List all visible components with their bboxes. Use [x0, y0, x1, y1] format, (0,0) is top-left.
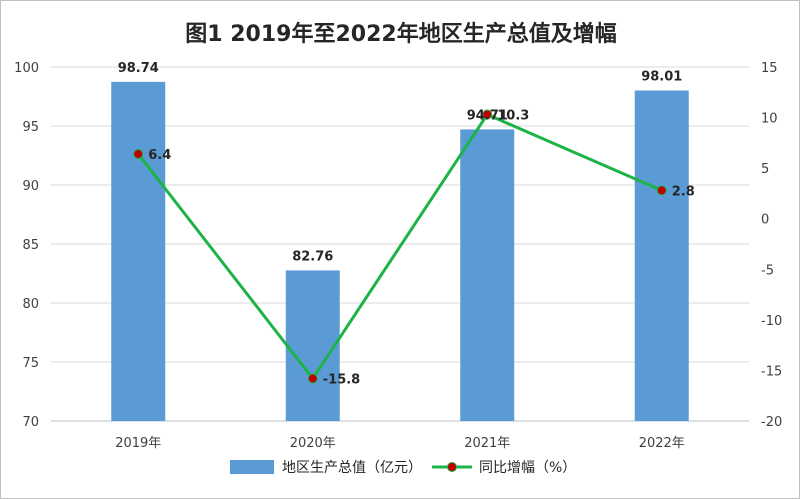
y-left-axis: 70 75 80 85 90 95 100	[14, 61, 39, 430]
bar	[460, 129, 515, 421]
y-right-tick-label: 10	[761, 112, 778, 127]
grid	[51, 66, 749, 422]
line-value-label: 10.3	[497, 109, 529, 124]
y-left-tick-label: 90	[22, 179, 39, 194]
y-right-tick-label: -10	[761, 314, 782, 329]
chart-title: 图1 2019年至2022年地区生产总值及增幅	[185, 21, 616, 47]
y-right-tick-label: -15	[761, 364, 782, 379]
bar	[111, 81, 166, 422]
line-point	[482, 109, 493, 120]
bar	[634, 90, 689, 422]
x-category-label: 2019年	[115, 436, 161, 451]
growth-line	[137, 113, 663, 381]
bar-value-label: 98.01	[641, 69, 682, 84]
x-category-label: 2021年	[464, 436, 510, 451]
line-series	[133, 109, 667, 384]
y-right-axis: -20 -15 -10 -5 0 5 10 15	[761, 61, 782, 430]
y-left-tick-label: 80	[22, 297, 39, 312]
y-left-tick-label: 70	[22, 415, 39, 430]
line-point	[307, 373, 318, 384]
y-left-tick-label: 100	[14, 61, 39, 76]
line-point	[133, 148, 144, 159]
bar-series	[111, 81, 689, 422]
legend-bar-label: 地区生产总值（亿元）	[282, 460, 422, 476]
legend-line-marker	[447, 462, 457, 472]
bar-value-label: 94.71	[467, 108, 508, 123]
legend-bar-swatch	[230, 460, 274, 474]
y-left-tick-label: 95	[22, 120, 39, 135]
bar-value-label: 98.74	[118, 61, 159, 76]
bar-value-label: 82.76	[292, 249, 333, 264]
data-labels: 98.74 82.76 94.71 98.01 6.4 -15.8 10.3 2.8	[118, 61, 695, 388]
line-value-label: 6.4	[148, 148, 171, 163]
legend-line-label: 同比增幅（%）	[479, 460, 576, 476]
y-right-tick-label: -20	[761, 415, 782, 430]
line-value-label: -15.8	[323, 373, 360, 388]
y-left-tick-label: 85	[22, 238, 39, 253]
line-point	[656, 185, 667, 196]
y-right-tick-label: 0	[761, 213, 769, 228]
legend: 地区生产总值（亿元） 同比增幅（%）	[230, 460, 576, 476]
line-value-label: 2.8	[672, 184, 695, 199]
y-right-tick-label: -5	[761, 263, 774, 278]
y-right-tick-label: 15	[761, 61, 778, 76]
y-left-tick-label: 75	[22, 356, 39, 371]
bar	[285, 270, 340, 421]
x-category-label: 2020年	[290, 436, 336, 451]
x-axis: 2019年 2020年 2021年 2022年	[115, 436, 685, 451]
x-category-label: 2022年	[639, 436, 685, 451]
y-right-tick-label: 5	[761, 162, 769, 177]
